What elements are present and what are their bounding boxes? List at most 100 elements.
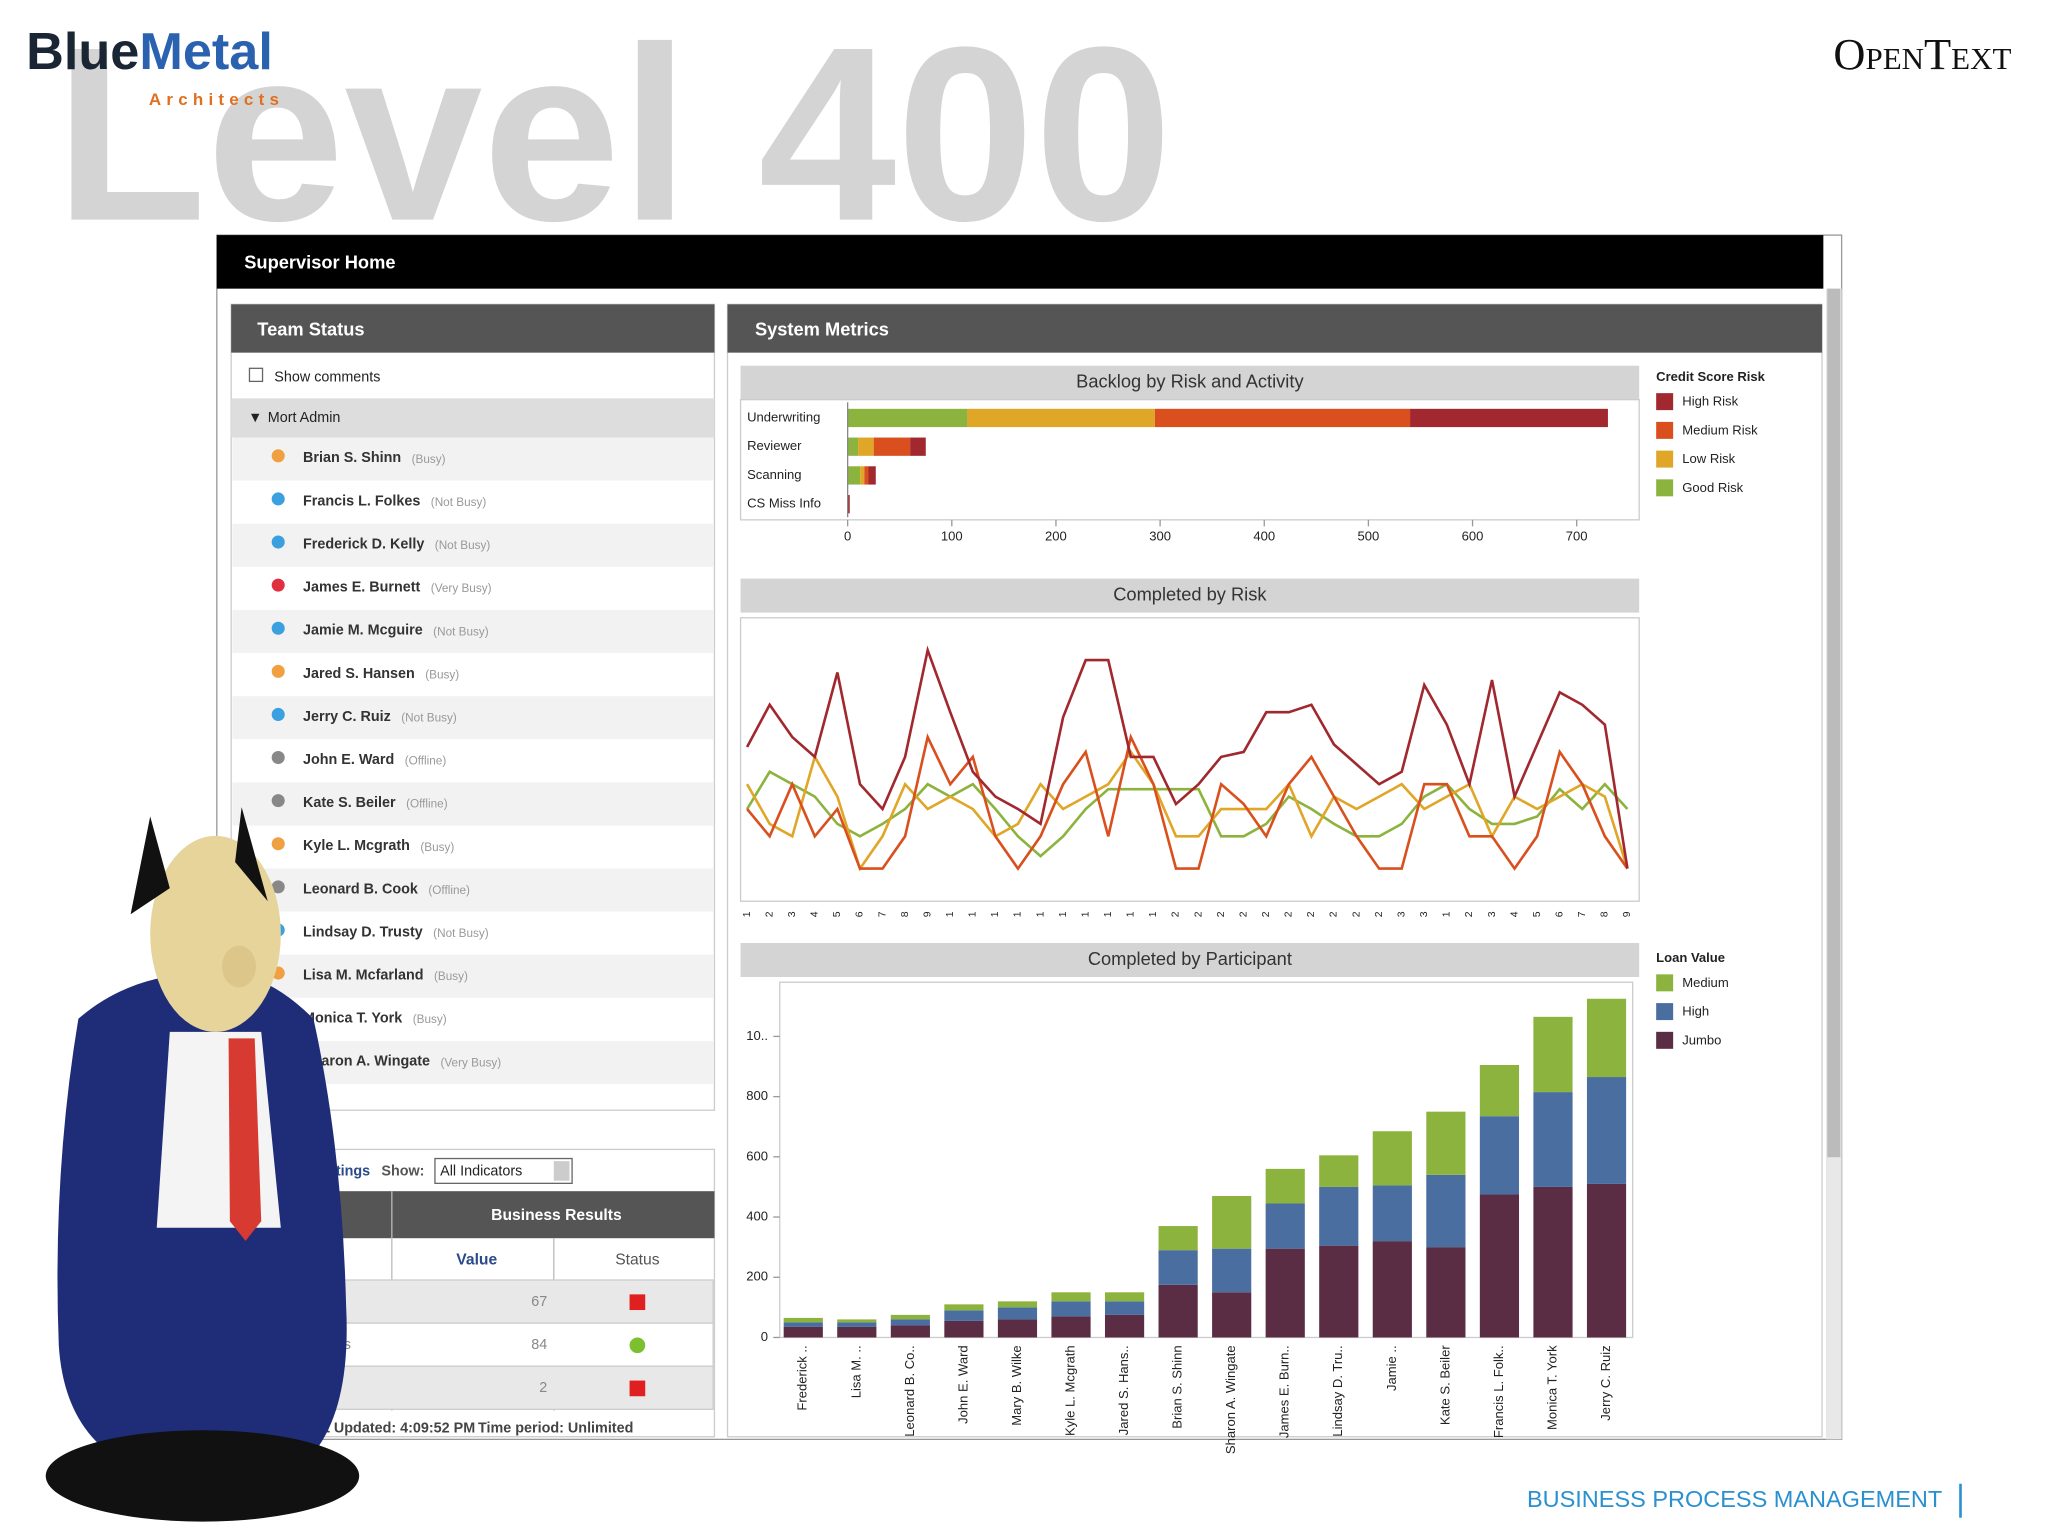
checkbox-label[interactable]: Show comments [274,369,380,385]
member-status: (Not Busy) [433,927,489,940]
bar-segment [837,1326,877,1338]
x-tick-label: Jared S. Hans.. [1116,1345,1131,1435]
member-name[interactable]: Sharon A. Wingate [303,1054,430,1070]
member-row[interactable] [232,911,714,955]
member-name[interactable]: James E. Burnett [303,580,421,596]
member-row[interactable] [232,566,714,610]
bar-segment [997,1301,1038,1308]
bar-segment [997,1319,1038,1338]
y-tick-label: 0 [761,1329,768,1344]
x-tick-label: Sharon A. Wingate [1223,1345,1238,1454]
member-row[interactable] [232,954,714,998]
bar-segment [783,1326,823,1338]
x-tick-label: 9 [922,911,933,917]
legend-label: High [1682,1004,1709,1019]
mascot-tie [228,1038,262,1241]
status-dot [271,449,285,463]
member-name[interactable]: Monica T. York [303,1011,402,1027]
member-row[interactable] [232,696,714,740]
status-icon [629,1380,646,1397]
bar-segment [1533,1092,1573,1187]
x-tick-label: Lindsay D. Tru.. [1330,1345,1345,1436]
x-tick-label: 2 [1193,911,1204,917]
bar-segment [1212,1248,1252,1293]
member-name[interactable]: Lisa M. Mcfarland [303,967,423,983]
member-name[interactable]: Kate S. Beiler [303,795,396,811]
member-row[interactable] [232,868,714,912]
status-dot [271,751,285,765]
member-name[interactable]: Lindsay D. Trusty [303,924,423,940]
member-name[interactable]: Francis L. Folkes [303,493,420,509]
member-row[interactable] [232,782,714,826]
brand-tagline: Architects [149,90,284,109]
y-tick-label: 200 [746,1269,768,1284]
group-row[interactable] [231,398,715,438]
bar-segment [783,1322,823,1327]
bar-segment [1533,1016,1573,1093]
x-tick-label: 2 [1238,911,1249,917]
status-dot [271,707,285,721]
member-name[interactable]: Jamie M. Mcguire [303,623,423,639]
group-label[interactable]: Mort Admin [268,410,341,426]
member-status: (Not Busy) [431,496,487,509]
chart-title: Completed by Participant [1088,948,1292,969]
x-tick-label: 1 [742,911,753,917]
x-tick-label: 300 [1149,528,1171,543]
x-tick-label: 4 [810,911,821,917]
checkbox[interactable] [248,367,264,383]
member-row[interactable] [232,825,714,869]
bar-segment [1051,1316,1091,1338]
bar-segment [1372,1185,1412,1242]
x-tick-label: 1 [1126,911,1137,917]
member-status: (Very Busy) [431,582,492,595]
mascot [45,807,360,1522]
x-tick-label: Frederick .. [795,1345,810,1410]
member-name[interactable]: John E. Ward [303,752,394,768]
member-row[interactable] [232,523,714,567]
member-name[interactable]: Brian S. Shinn [303,450,401,466]
member-name[interactable]: Frederick D. Kelly [303,536,424,552]
member-row[interactable] [232,437,714,481]
member-row[interactable] [232,609,714,654]
member-row[interactable] [232,480,714,524]
select[interactable] [434,1157,573,1184]
select-value[interactable]: All Indicators [440,1163,522,1179]
x-tick-label: 200 [1045,528,1067,543]
x-tick-label: 3 [1487,911,1498,917]
chart-title: Backlog by Risk and Activity [1076,371,1304,392]
member-name[interactable]: Jerry C. Ruiz [303,709,391,725]
scroll-thumb[interactable] [1827,288,1841,1158]
bar-segment [1586,1183,1627,1338]
member-name[interactable]: Leonard B. Cook [303,881,418,897]
line-series [745,645,1629,869]
y-tick-label: 600 [746,1148,768,1163]
status-dot [271,664,285,678]
bar-segment [1479,1194,1520,1338]
group-arrow[interactable]: ▼ [248,410,262,426]
x-tick-label: Kyle L. Mcgrath [1062,1345,1077,1436]
mascot-shirt [156,1031,281,1228]
legend-swatch [1656,450,1674,468]
bar-segment [997,1307,1038,1320]
bar-segment [1372,1241,1412,1338]
bar-segment [837,1322,877,1327]
x-tick-label: 2 [1171,911,1182,917]
bar-segment [873,437,911,456]
bar-segment [1158,1226,1198,1251]
member-row[interactable] [232,653,714,697]
member-name[interactable]: Jared S. Hansen [303,666,415,682]
panel-title: Team Status [257,318,364,339]
select-arrow[interactable] [553,1161,570,1181]
bar-segment [864,466,869,485]
last-updated: Last Updated: 4:09:52 PM [300,1421,475,1437]
x-tick-label: 400 [1253,528,1275,543]
y-tick-label: Reviewer [747,438,802,453]
bar-segment [1051,1301,1091,1317]
member-row[interactable] [232,739,714,783]
member-status: (Busy) [420,841,454,854]
x-tick-label: 2 [1306,911,1317,917]
member-name[interactable]: Kyle L. Mcgrath [303,838,410,854]
x-tick-label: 1 [1058,911,1069,917]
footer-bar [1959,1483,1962,1518]
chart-title-bar [740,578,1640,613]
